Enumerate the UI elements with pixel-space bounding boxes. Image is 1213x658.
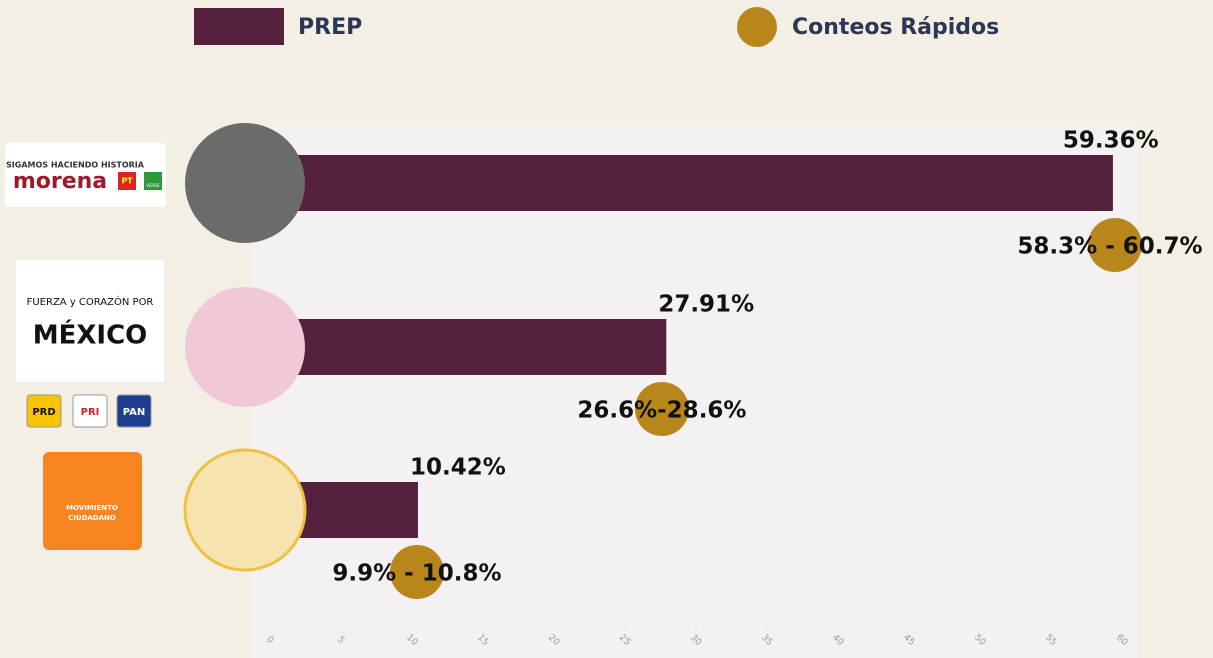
logo-text: MÉXICO [33, 319, 148, 351]
logo-text: PT [121, 177, 133, 186]
logo-text: SIGAMOS HACIENDO HISTORIA [6, 161, 145, 170]
candidate-photo [183, 448, 307, 572]
logo-badge [116, 394, 152, 428]
logo-text: FUERZA y CORAZÓN POR [27, 295, 154, 308]
value-label: 59.36% [1063, 128, 1159, 154]
logo-text: VERDE [146, 183, 160, 188]
logo-box [16, 260, 164, 382]
logo-text: MOVIMIENTO [66, 504, 118, 512]
logo-text: PRD [32, 407, 55, 418]
value-label: 10.42% [410, 455, 506, 481]
logo-text: morena [13, 169, 107, 194]
logo-badge [26, 394, 62, 428]
candidate-photo [185, 123, 305, 243]
range-marker [1087, 218, 1142, 272]
candidate-photo [185, 287, 305, 407]
bar [270, 155, 1113, 211]
range-label: 26.6%-28.6% [577, 398, 746, 424]
logo-badge [72, 394, 108, 428]
value-label: 27.91% [658, 292, 754, 318]
range-marker [634, 382, 689, 436]
x-tick-label: 5 [335, 635, 346, 646]
logo-box [5, 143, 166, 207]
logo-text: PAN [123, 407, 146, 418]
logo-badge [144, 172, 162, 190]
bar [270, 319, 667, 375]
range-label: 58.3% - 60.7% [1017, 234, 1202, 260]
logo-box [43, 452, 142, 550]
legend-swatch [737, 7, 777, 47]
range-marker [389, 545, 444, 599]
legend-swatch [194, 8, 284, 45]
legend-label: Conteos Rápidos [792, 15, 999, 40]
logo-badge [118, 172, 136, 190]
legend-label: PREP [298, 15, 362, 40]
range-label: 9.9% - 10.8% [332, 561, 501, 587]
logo-text: CIUDADANO [68, 514, 116, 522]
x-tick-label: 0 [264, 635, 275, 646]
logo-text: PRI [81, 407, 100, 418]
